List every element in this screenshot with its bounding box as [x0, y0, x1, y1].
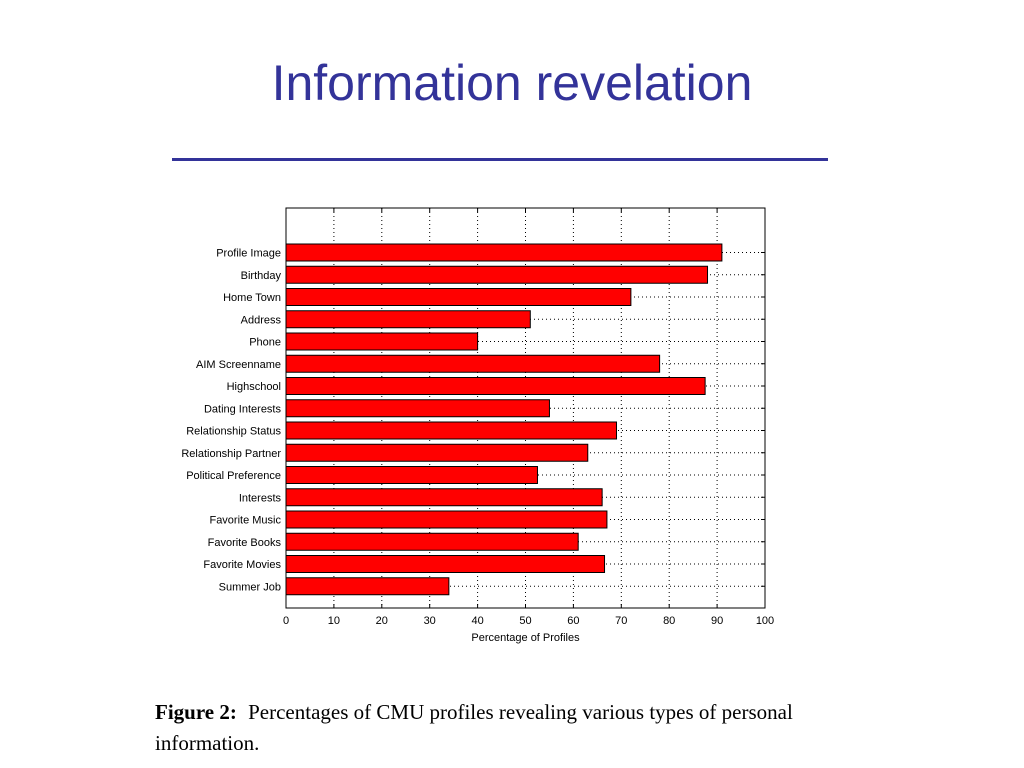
bar — [285, 288, 632, 306]
category-label: Birthday — [241, 270, 282, 282]
bar — [285, 466, 538, 484]
x-tick-label: 100 — [756, 615, 774, 627]
x-tick-label: 50 — [519, 615, 531, 627]
bar — [285, 243, 723, 262]
category-label: Highschool — [227, 381, 281, 393]
x-tick-label: 70 — [615, 615, 627, 627]
bar — [285, 354, 661, 373]
category-label: Favorite Books — [208, 537, 282, 549]
x-tick-label: 40 — [471, 615, 483, 627]
x-tick-label: 20 — [376, 615, 388, 627]
category-label: Profile Image — [216, 248, 281, 260]
bar — [285, 399, 550, 418]
category-label: Relationship Status — [186, 426, 281, 438]
x-tick-label: 30 — [424, 615, 436, 627]
category-label: Dating Interests — [204, 403, 282, 415]
bar — [285, 421, 618, 440]
category-label: Interests — [239, 492, 282, 504]
bar — [285, 332, 479, 351]
category-label: Address — [241, 314, 282, 326]
x-tick-label: 90 — [711, 615, 723, 627]
figure-caption: Figure 2: Percentages of CMU profiles re… — [155, 697, 855, 759]
x-tick-label: 0 — [283, 615, 289, 627]
caption-lead: Figure 2: — [155, 700, 237, 724]
category-label: Political Preference — [186, 470, 281, 482]
x-tick-label: 60 — [567, 615, 579, 627]
bar — [285, 443, 589, 462]
x-tick-label: 80 — [663, 615, 675, 627]
x-axis-label: Percentage of Profiles — [471, 632, 580, 644]
bar — [285, 510, 608, 529]
bar — [285, 265, 709, 284]
x-tick-label: 10 — [328, 615, 340, 627]
bar — [285, 532, 579, 551]
category-label: Relationship Partner — [181, 448, 281, 460]
category-label: Favorite Movies — [203, 559, 281, 571]
category-label: AIM Screenname — [196, 359, 281, 371]
category-labels: Profile Image Birthday Home Town Address Pho… — [181, 248, 281, 594]
x-tick-labels: 0 10 20 30 40 50 60 70 80 90 100 — [283, 615, 774, 627]
category-label: Summer Job — [219, 581, 281, 593]
slide-title: Information revelation — [271, 55, 753, 111]
bar — [285, 310, 531, 329]
bar — [285, 377, 706, 395]
category-label: Phone — [249, 337, 281, 349]
bar-chart: Profile Image Birthday Home Town Address Pho… — [181, 207, 774, 644]
plot-frame — [285, 207, 766, 609]
category-label: Home Town — [223, 292, 281, 304]
bar — [285, 488, 603, 507]
bar — [285, 577, 450, 596]
category-label: Favorite Music — [209, 515, 281, 527]
caption-text: Percentages of CMU profiles revealing va… — [155, 700, 793, 755]
bar — [285, 555, 606, 573]
title-underline — [172, 158, 828, 161]
bars — [285, 243, 723, 596]
